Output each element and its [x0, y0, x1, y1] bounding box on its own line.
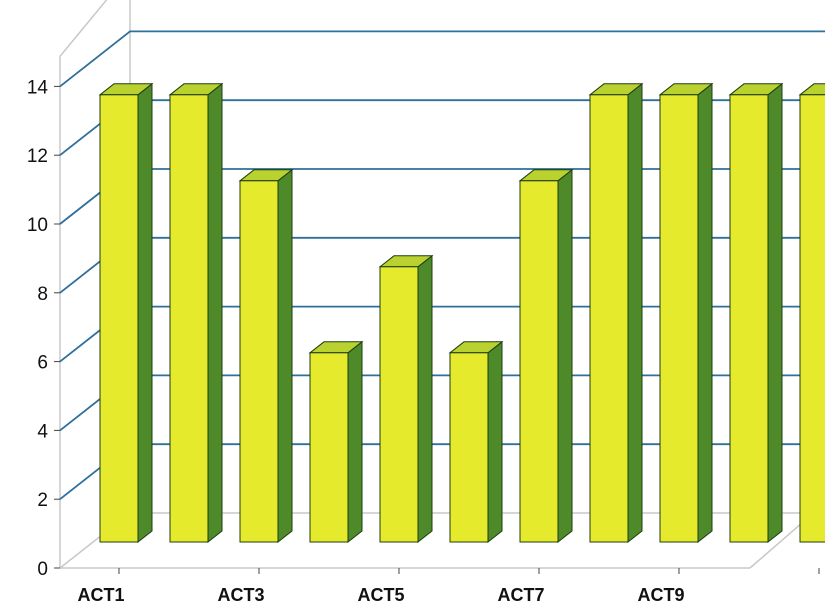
bar [798, 83, 825, 543]
bar [448, 340, 504, 544]
bar [378, 254, 434, 544]
bar-side [207, 82, 223, 544]
bar-front [449, 352, 489, 543]
x-tick-label: ACT5 [357, 585, 404, 605]
bar-front [379, 266, 419, 543]
bar-side [557, 168, 573, 544]
y-tick-label: 12 [27, 146, 48, 167]
bars [98, 82, 825, 544]
y-tick-label: 10 [27, 215, 48, 236]
bar-side [347, 340, 363, 544]
bar-side [137, 82, 153, 544]
bar-front [239, 180, 279, 543]
gridline [59, 30, 825, 88]
bar-side [487, 340, 503, 544]
y-tick-label: 4 [37, 421, 48, 442]
bar-side [417, 254, 433, 544]
bar-front [659, 94, 699, 543]
bar [658, 82, 714, 544]
y-tick-label: 14 [27, 77, 49, 98]
bar-front [589, 94, 629, 543]
left-wall-top-edge [59, 0, 108, 57]
y-tick-label: 6 [37, 353, 48, 374]
bar [238, 168, 294, 544]
bar [168, 82, 224, 544]
x-axis-labels: ACT1 ACT3 ACT5 ACT7 ACT9 [77, 568, 820, 605]
bar-front [99, 94, 139, 543]
y-tick-label: 2 [37, 490, 48, 511]
bar-front [519, 180, 559, 543]
bar [98, 82, 154, 544]
x-tick-label: ACT9 [637, 585, 684, 605]
y-axis-ticks: 0 2 4 6 8 10 12 14 [27, 77, 60, 580]
bar [518, 168, 574, 544]
bar-front [799, 94, 825, 543]
bar [308, 340, 364, 544]
bar [728, 82, 784, 544]
bar [588, 82, 644, 544]
bar-side [627, 82, 643, 544]
bar-front [729, 94, 769, 543]
bar-front [169, 94, 209, 543]
bar-side [697, 82, 713, 544]
x-tick-label: ACT1 [77, 585, 124, 605]
y-tick-label: 8 [37, 284, 48, 305]
x-tick-label: ACT3 [217, 585, 264, 605]
y-tick-label: 0 [37, 559, 48, 580]
bar-front [309, 352, 349, 543]
bar-side [277, 168, 293, 544]
bar-top [798, 83, 825, 96]
x-tick-label: ACT7 [497, 585, 544, 605]
bar-side [767, 82, 783, 544]
